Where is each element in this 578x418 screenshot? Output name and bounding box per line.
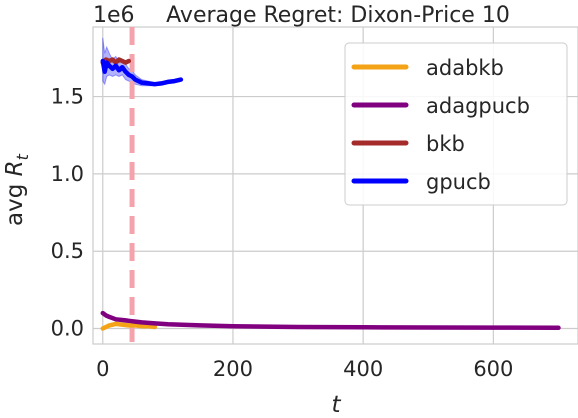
y-tick-labels: 0.0 0.5 1.0 1.5 xyxy=(51,85,84,341)
legend-label-adabkb: adabkb xyxy=(426,56,504,80)
y-tick-label: 0.0 xyxy=(51,317,84,341)
x-tick-labels: 0 200 400 600 xyxy=(96,357,513,381)
y-tick-label: 1.0 xyxy=(51,162,84,186)
legend-label-bkb: bkb xyxy=(426,132,465,156)
series-line-adabkb xyxy=(100,321,158,331)
y-tick-label: 0.5 xyxy=(51,239,84,263)
x-tick-label: 600 xyxy=(473,357,513,381)
y-axis-label-subscript: t xyxy=(13,153,32,160)
series-line-gpucb xyxy=(100,58,184,87)
y-axis-label: avg Rt xyxy=(2,153,32,226)
series-line-adagpucb xyxy=(100,310,561,331)
series-line-bkb xyxy=(100,57,132,65)
y-offset-label: 1e6 xyxy=(93,3,135,28)
legend-box xyxy=(344,42,568,206)
series-lines xyxy=(100,57,561,331)
x-tick-label: 200 xyxy=(213,357,253,381)
x-axis-label: t xyxy=(331,392,341,418)
legend-label-gpucb: gpucb xyxy=(426,170,491,194)
chart-title: Average Regret: Dixon-Price 10 xyxy=(166,3,510,28)
legend: adabkb adagpucb bkb gpucb xyxy=(344,42,568,206)
x-tick-label: 0 xyxy=(96,357,109,381)
x-tick-label: 400 xyxy=(343,357,383,381)
y-axis-label-prefix: avg xyxy=(2,176,28,226)
y-tick-label: 1.5 xyxy=(51,85,84,109)
legend-label-adagpucb: adagpucb xyxy=(426,94,530,118)
y-axis-label-symbol: R xyxy=(2,160,28,176)
